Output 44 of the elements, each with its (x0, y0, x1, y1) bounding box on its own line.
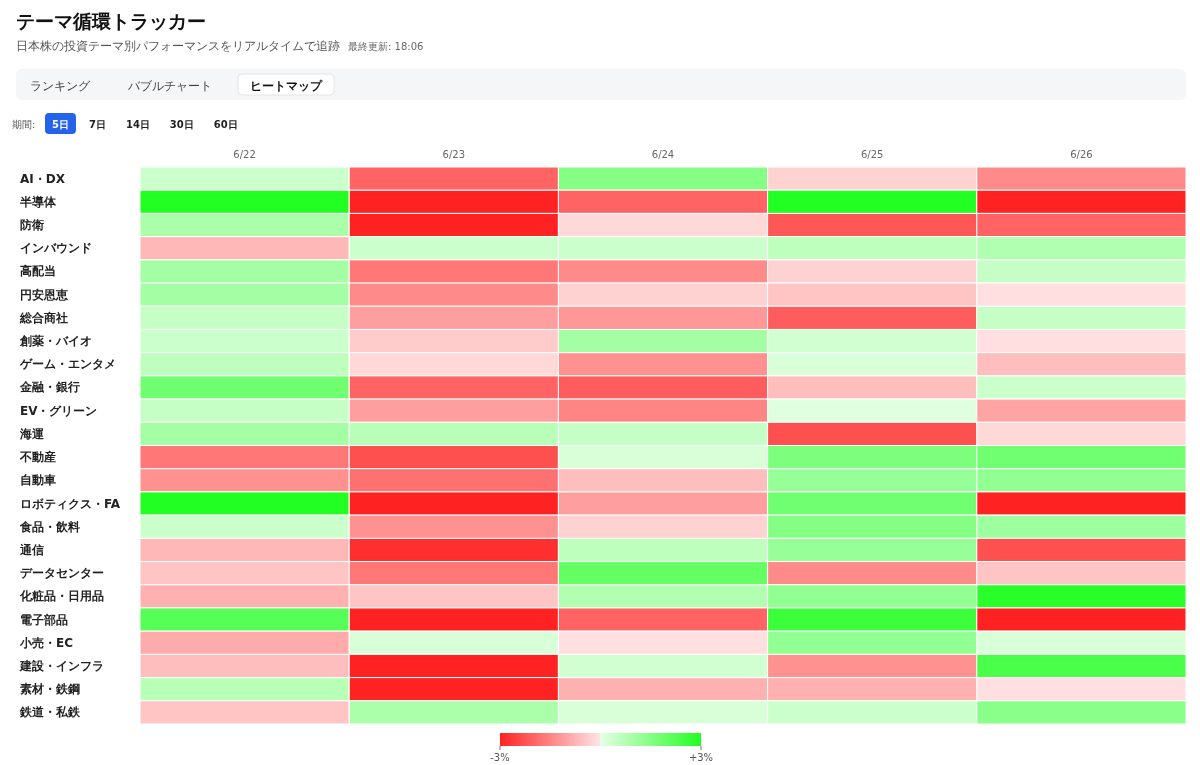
x-tick-label: 6/23 (442, 149, 466, 160)
y-tick-label: 金融・銀行 (19, 380, 80, 395)
y-tick-label: 電子部品 (20, 612, 68, 627)
y-tick-label: 円安恩恵 (20, 287, 69, 302)
y-tick-label: EV・グリーン (20, 403, 98, 418)
text: 7日 (88, 119, 106, 130)
text: 14日 (125, 119, 150, 130)
y-tick-label: 半導体 (19, 194, 57, 209)
y-tick-label: AI・DX (20, 171, 66, 186)
y-tick-label: ロボティクス・FA (20, 496, 121, 511)
y-tick-label: 建設・インフラ (19, 658, 104, 673)
y-tick-label: 自動車 (20, 473, 56, 488)
y-tick-label: インバウンド (20, 241, 92, 256)
y-tick-label: 食品・飲料 (19, 519, 80, 534)
x-tick-label: 6/25 (860, 149, 884, 160)
y-tick-label: 創薬・バイオ (19, 334, 92, 349)
text: 60日 (213, 119, 238, 130)
x-tick-label: 6/24 (651, 149, 675, 160)
y-tick-label: 防衛 (20, 218, 44, 233)
y-tick-label: 小売・EC (19, 635, 74, 650)
text: 5日 (52, 119, 69, 130)
x-tick-label: 6/22 (233, 149, 256, 160)
y-tick-label: 通信 (19, 542, 44, 557)
text: ランキング (30, 79, 91, 93)
y-tick-label: ゲーム・エンタメ (19, 357, 116, 372)
y-tick-label: 鉄道・私鉄 (19, 705, 81, 720)
text: 30日 (169, 119, 194, 130)
y-tick-label: 素材・鉄鋼 (20, 682, 80, 697)
text: 最終更新: 18:06 (348, 41, 424, 52)
text: 期間: (12, 119, 36, 130)
chart-subtitle: 日本株の投資テーマ別パフォーマンスをリアルタイムで追跡 (16, 39, 340, 53)
y-tick-label: 高配当 (20, 264, 56, 279)
x-tick-label: 6/26 (1070, 149, 1093, 160)
y-tick-label: 海運 (19, 426, 45, 441)
color-bar-label: -3% (490, 752, 510, 763)
colorbar: -3% +3% (490, 733, 714, 763)
y-tick-label: 化粧品・日用品 (19, 589, 104, 604)
y-tick-label: データセンター (20, 566, 104, 581)
chart-title: テーマ循環トラッカー (16, 10, 206, 32)
y-tick-label: 総合商社 (19, 310, 68, 325)
text: バブルチャート (127, 79, 212, 93)
text: ヒートマップ (250, 79, 323, 93)
color-bar-label: +3% (688, 752, 714, 763)
y-tick-label: 不動産 (19, 450, 56, 465)
